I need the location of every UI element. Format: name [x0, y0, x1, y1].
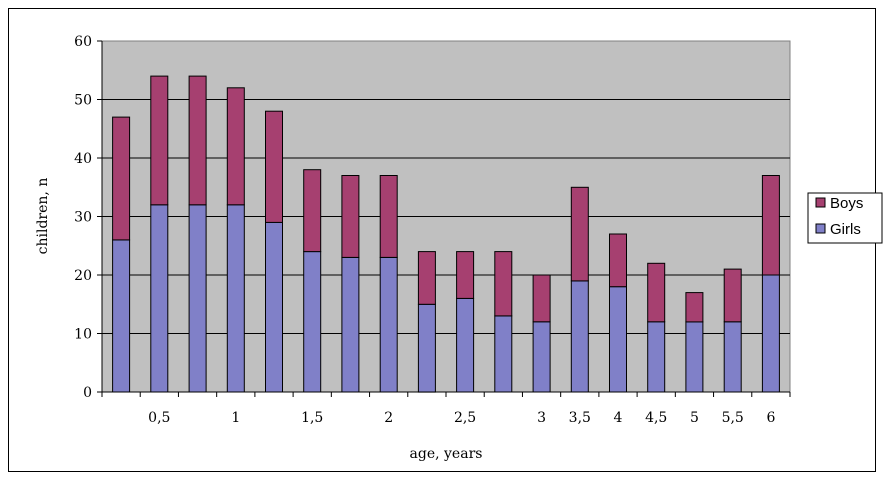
bar-girls: [226, 204, 245, 393]
bar-boys: [379, 175, 398, 258]
bar-boys: [188, 75, 207, 206]
bar-girls: [723, 321, 742, 393]
bar-boys: [112, 116, 131, 241]
bar-girls: [570, 280, 589, 393]
x-tick-label: 1,5: [301, 410, 323, 426]
legend-label-girls: Girls: [830, 221, 861, 238]
y-tick-label: 10: [74, 327, 92, 343]
bar-boys: [647, 262, 666, 323]
legend-swatch-boys: [815, 197, 826, 208]
bar-girls: [303, 251, 322, 393]
bar-boys: [150, 75, 169, 206]
legend-swatch-girls: [815, 223, 826, 234]
bar-girls: [647, 321, 666, 393]
bar-girls: [112, 239, 131, 393]
bar-boys: [761, 175, 780, 276]
bar-girls: [188, 204, 207, 393]
y-axis-ticks: 0 10 20 30 40 50 60: [74, 34, 102, 401]
x-tick-label: 5,5: [722, 410, 744, 426]
legend: Boys Girls: [807, 192, 883, 244]
bar-girls: [494, 315, 513, 393]
x-tick-label: 0,5: [148, 410, 170, 426]
bar-girls: [532, 321, 551, 393]
bar-boys: [532, 274, 551, 323]
x-axis-title: age, years: [410, 446, 483, 462]
y-tick-label: 40: [74, 151, 92, 167]
x-tick-label: 6: [766, 410, 775, 426]
bar-boys: [456, 251, 475, 299]
bar-boys: [303, 169, 322, 253]
bar-boys: [494, 251, 513, 317]
y-tick-label: 50: [74, 93, 92, 109]
x-axis-ticks: 0,5 1 1,5 2 2,5 3 3,5 4 4,5 5 5,5 6: [101, 392, 791, 426]
bar-boys: [570, 186, 589, 282]
bar-boys: [685, 292, 704, 323]
bar-boys: [226, 87, 245, 206]
bars: [112, 75, 780, 393]
x-tick-label: 1: [231, 410, 240, 426]
x-tick-label: 4,5: [645, 410, 667, 426]
legend-label-boys: Boys: [830, 195, 863, 212]
bar-girls: [456, 297, 475, 393]
x-tick-label: 3,5: [569, 410, 591, 426]
x-tick-label: 4: [614, 410, 623, 426]
bar-girls: [609, 286, 627, 393]
x-tick-label: 2: [384, 410, 393, 426]
bar-boys: [417, 251, 436, 305]
bar-boys: [341, 175, 360, 258]
gridlines: [102, 99, 790, 334]
bar-boys: [609, 233, 627, 288]
bar-girls: [265, 221, 283, 393]
y-tick-label: 0: [83, 385, 92, 401]
y-tick-label: 20: [74, 268, 92, 284]
y-tick-label: 60: [74, 34, 92, 50]
x-tick-label: 3: [537, 410, 546, 426]
x-tick-label: 2,5: [454, 410, 476, 426]
bar-boys: [265, 110, 283, 223]
bar-girls: [685, 321, 704, 393]
bar-girls: [417, 303, 436, 393]
bar-boys: [723, 268, 742, 323]
y-tick-label: 30: [74, 210, 92, 226]
bar-girls: [150, 204, 169, 393]
y-axis-title: children, n: [35, 178, 51, 255]
bar-girls: [341, 256, 360, 393]
x-tick-label: 5: [690, 410, 699, 426]
bar-girls: [761, 274, 780, 393]
bar-girls: [379, 256, 398, 393]
